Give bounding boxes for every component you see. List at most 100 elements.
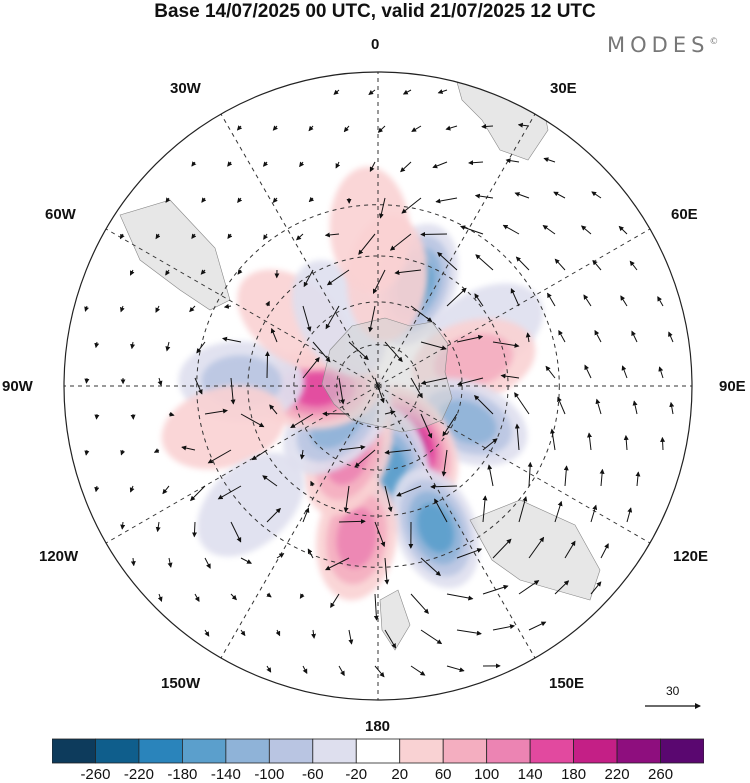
colorbar-tick-label: -20 — [345, 766, 368, 783]
wind-vector — [299, 161, 305, 168]
latitude-circle — [196, 204, 560, 568]
polar-map — [63, 71, 701, 709]
colorbar-tick-label: -220 — [123, 766, 154, 783]
colorbar-swatch — [95, 738, 140, 764]
lon-label-120w: 120W — [39, 548, 79, 565]
wind-vector — [343, 485, 350, 513]
wind-vector — [657, 296, 664, 307]
colorbar-tick-label: -180 — [167, 766, 198, 783]
wind-vector — [325, 305, 340, 330]
colorbar-tick-label: 140 — [517, 766, 543, 783]
wind-vector — [378, 197, 386, 219]
wind-vector — [307, 548, 314, 559]
wind-vector — [333, 89, 340, 95]
wind-vector — [266, 592, 272, 598]
wind-vector — [227, 161, 233, 167]
lon-label-150e: 150E — [549, 675, 585, 692]
wind-vector — [374, 377, 385, 404]
wind-vector — [557, 396, 566, 415]
wind-vector — [591, 191, 602, 199]
wind-vector — [312, 341, 331, 363]
wind-vector — [456, 629, 482, 636]
wind-vector — [435, 197, 458, 204]
wind-vector — [354, 449, 376, 468]
wind-vector — [384, 485, 393, 513]
wind-vector — [492, 624, 516, 631]
wind-vector — [396, 485, 422, 497]
wind-vector — [442, 413, 458, 437]
wind-vector — [420, 341, 447, 351]
wind-vector — [660, 436, 666, 451]
wind-vector — [553, 191, 566, 199]
colorbar-swatch — [660, 738, 704, 764]
colorbar-tick-label: -60 — [301, 766, 324, 783]
anomaly-contour — [437, 400, 497, 444]
wind-vector — [658, 366, 664, 379]
wind-vector — [411, 125, 422, 132]
wind-vector — [420, 377, 448, 386]
anomaly-contour — [336, 507, 377, 569]
colorbar-swatch — [573, 738, 618, 764]
wind-vector — [276, 553, 285, 559]
wind-vector — [514, 392, 530, 415]
wind-vector — [474, 193, 494, 199]
colorbar — [52, 738, 704, 764]
wind-vector — [505, 158, 520, 164]
wind-vector — [196, 341, 206, 354]
wind-vector — [207, 449, 232, 464]
reference-vector-label: 30 — [666, 684, 680, 698]
wind-vector — [296, 233, 304, 241]
wind-vector — [338, 518, 366, 524]
colorbar-swatch — [616, 738, 661, 764]
wind-vector — [517, 122, 530, 128]
wind-vector — [410, 377, 423, 399]
wind-vector — [302, 507, 310, 523]
wind-vector — [515, 256, 530, 271]
wind-vector — [430, 484, 458, 490]
wind-vector — [155, 521, 161, 533]
wind-vector — [629, 260, 638, 271]
wind-vector — [266, 507, 281, 523]
wind-vector — [236, 125, 243, 131]
anomaly-contour — [161, 385, 286, 470]
wind-vector — [377, 125, 386, 133]
wind-vector — [446, 287, 467, 307]
wind-vector — [200, 269, 206, 275]
wind-vector — [618, 225, 628, 235]
wind-vector — [492, 341, 520, 348]
wind-vector — [330, 593, 340, 609]
wind-vector — [240, 629, 246, 637]
wind-vector — [275, 629, 281, 637]
wind-vector — [348, 341, 369, 361]
wind-vector — [94, 413, 100, 420]
colorbar-swatch — [486, 738, 531, 764]
wind-vector — [270, 327, 278, 343]
wind-vector — [155, 233, 161, 240]
wind-vector — [368, 305, 376, 333]
wind-vector — [303, 269, 314, 288]
wind-vector — [129, 269, 135, 276]
wind-vector — [514, 423, 520, 451]
wind-vector — [547, 292, 556, 307]
wind-vector — [190, 485, 206, 502]
wind-vector — [554, 258, 566, 271]
colorbar-tick-label: 60 — [434, 766, 452, 783]
wind-vector — [191, 161, 197, 167]
colorbar-swatch — [312, 738, 357, 764]
anomaly-contour — [329, 166, 410, 293]
wind-vector — [631, 330, 638, 343]
wind-vector — [130, 341, 136, 350]
wind-vector — [374, 521, 386, 548]
wind-vector — [204, 629, 210, 637]
wind-vector — [420, 557, 441, 576]
wind-vector — [272, 125, 278, 131]
wind-vector — [130, 557, 136, 567]
latitude-circle — [293, 301, 463, 471]
wind-vectors — [84, 89, 675, 678]
wind-vector — [600, 543, 609, 559]
wind-vector — [481, 123, 494, 129]
anomaly-field — [161, 166, 544, 601]
lon-label-60w: 60W — [45, 206, 76, 223]
wind-vector — [583, 294, 592, 307]
wind-vector — [410, 305, 433, 323]
